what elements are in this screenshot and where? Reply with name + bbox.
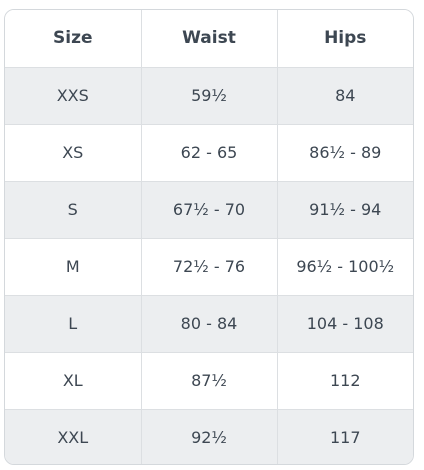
cell-hips: 112: [277, 352, 413, 410]
cell-size: L: [5, 295, 142, 353]
cell-hips: 84: [277, 67, 413, 125]
cell-hips: 86½ - 89: [277, 124, 413, 182]
cell-size: S: [5, 181, 142, 239]
cell-size: XL: [5, 352, 142, 410]
table-row: S 67½ - 70 91½ - 94: [5, 181, 413, 239]
table-row: XXL 92½ 117: [5, 409, 413, 464]
cell-hips: 104 - 108: [277, 295, 413, 353]
table-header: Size Waist Hips: [5, 10, 413, 68]
header-size: Size: [5, 10, 142, 68]
cell-waist: 92½: [141, 409, 278, 464]
table-row: XXS 59½ 84: [5, 67, 413, 125]
table-row: L 80 - 84 104 - 108: [5, 295, 413, 353]
cell-waist: 59½: [141, 67, 278, 125]
table-row: XS 62 - 65 86½ - 89: [5, 124, 413, 182]
table-row: M 72½ - 76 96½ - 100½: [5, 238, 413, 296]
cell-size: XXS: [5, 67, 142, 125]
header-hips: Hips: [277, 10, 413, 68]
cell-waist: 80 - 84: [141, 295, 278, 353]
cell-waist: 72½ - 76: [141, 238, 278, 296]
cell-size: M: [5, 238, 142, 296]
size-chart-table: Size Waist Hips XXS 59½ 84 XS 62 - 65 86…: [4, 9, 414, 465]
cell-hips: 96½ - 100½: [277, 238, 413, 296]
cell-size: XS: [5, 124, 142, 182]
cell-waist: 87½: [141, 352, 278, 410]
cell-waist: 62 - 65: [141, 124, 278, 182]
cell-hips: 117: [277, 409, 413, 464]
header-waist: Waist: [141, 10, 278, 68]
cell-hips: 91½ - 94: [277, 181, 413, 239]
cell-size: XXL: [5, 409, 142, 464]
size-chart: Size Waist Hips XXS 59½ 84 XS 62 - 65 86…: [5, 10, 413, 464]
cell-waist: 67½ - 70: [141, 181, 278, 239]
table-body: XXS 59½ 84 XS 62 - 65 86½ - 89 S 67½ - 7…: [5, 67, 413, 464]
header-row: Size Waist Hips: [5, 10, 413, 68]
table-row: XL 87½ 112: [5, 352, 413, 410]
